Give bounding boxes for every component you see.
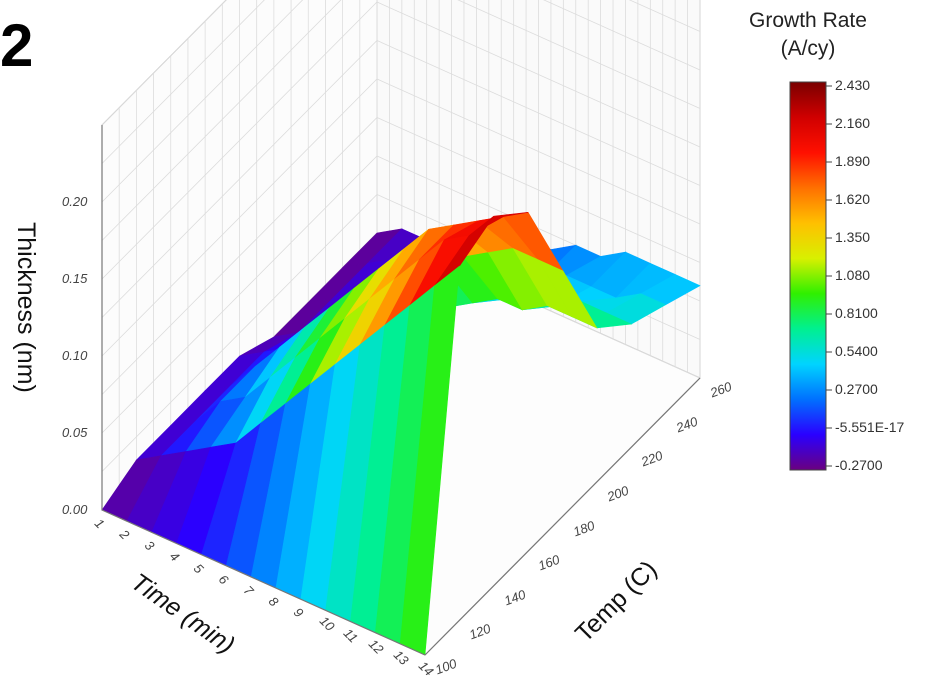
z-tick-label: 0.00 — [62, 502, 88, 517]
z-axis-title: Thickness (nm) — [12, 222, 40, 393]
grid-line — [101, 0, 701, 203]
grid-line — [101, 40, 701, 318]
grid-line — [101, 1, 701, 280]
z-tick-label: 0.15 — [62, 271, 88, 286]
colorbar-title: Growth Rate — [749, 9, 867, 32]
y-axis-line — [424, 377, 701, 656]
panel-label: 2 — [0, 12, 34, 79]
x-axis-line — [101, 509, 426, 656]
colorbar-tick-label: 1.890 — [835, 153, 871, 169]
colorbar — [789, 81, 832, 471]
axis-lines — [101, 125, 701, 656]
grid-line — [101, 78, 701, 357]
colorbar-tick-label: 2.160 — [835, 115, 871, 131]
colorbar-tick-label: 0.2700 — [835, 381, 878, 397]
grid-line — [101, 0, 227, 126]
colorbar-gradient — [789, 81, 827, 471]
colorbar-tick-label: -5.551E-17 — [835, 419, 905, 435]
colorbar-tick-label: 1.350 — [835, 229, 871, 245]
colorbar-tick-label: -0.2700 — [835, 457, 883, 473]
grid-line — [101, 0, 701, 241]
z-tick-label: 0.20 — [62, 194, 88, 209]
colorbar-tick-label: 0.5400 — [835, 343, 878, 359]
z-tick-label: 0.10 — [62, 348, 88, 363]
grid-line — [101, 117, 701, 395]
colorbar-tick-label: 1.620 — [835, 191, 871, 207]
colorbar-tick-label: 2.430 — [835, 77, 871, 93]
colorbar-unit: (A/cy) — [780, 37, 836, 60]
z-tick-label: 0.05 — [62, 425, 88, 440]
colorbar-tick-label: 0.8100 — [835, 305, 878, 321]
grid-line — [101, 0, 701, 164]
colorbar-tick-label: 1.080 — [835, 267, 871, 283]
